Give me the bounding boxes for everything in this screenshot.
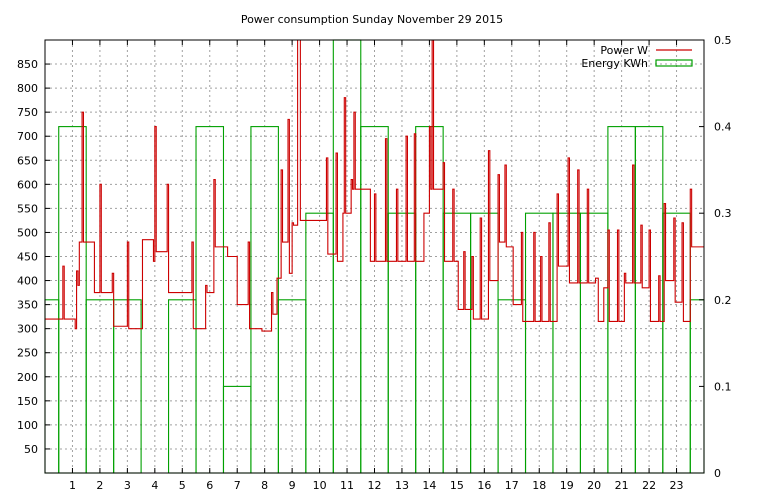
y2-tick-label: 0.3 [714,207,732,220]
y-tick-label: 400 [17,275,38,288]
energy-bar [387,212,417,474]
y-tick-label: 450 [17,251,38,264]
y-tick-label: 550 [17,202,38,215]
y-axis-left: 50 100 150 200 250 300 350 400 450 500 550 600 650 70… [17,58,50,456]
y2-tick-label: 0.1 [714,380,732,393]
y2-tick-label: 0 [714,467,721,480]
y-tick-label: 750 [17,106,38,119]
x-tick-label: 7 [234,479,241,492]
x-tick-label: 9 [289,479,296,492]
x-tick-label: 13 [395,479,409,492]
x-tick-label: 1 [69,479,76,492]
y-tick-label: 300 [17,323,38,336]
y2-tick-label: 0.4 [714,121,732,134]
x-tick-label: 23 [670,479,684,492]
x-tick-label: 20 [587,479,601,492]
y-tick-label: 800 [17,82,38,95]
x-tick-label: 19 [560,479,574,492]
x-tick-label: 3 [124,479,131,492]
y-tick-label: 150 [17,395,38,408]
legend-label-power: Power W [600,44,648,57]
x-tick-label: 14 [422,479,436,492]
y-tick-label: 350 [17,299,38,312]
x-tick-label: 5 [179,479,186,492]
y-tick-label: 50 [24,443,38,456]
x-tick-label: 8 [261,479,268,492]
chart-title: Power consumption Sunday November 29 201… [241,13,503,26]
y-tick-label: 100 [17,419,38,432]
y-axis-right: 0 0.1 0.2 0.3 0.4 0.5 [699,34,732,480]
y-tick-label: 650 [17,154,38,167]
energy-bar [662,212,691,474]
legend-label-energy: Energy KWh [581,57,648,70]
x-tick-label: 18 [532,479,546,492]
x-tick-label: 12 [368,479,382,492]
y2-tick-label: 0.2 [714,294,732,307]
energy-bar [44,299,60,474]
x-axis: 1 2 3 4 5 6 7 8 9 10 11 12 13 14 15 16 17 18 19 20 21 22 23 [69,40,684,492]
x-tick-label: 16 [477,479,491,492]
y-tick-label: 250 [17,347,38,360]
x-tick-label: 10 [313,479,327,492]
energy-bar [442,212,472,474]
power-line [45,40,704,332]
energy-bar [305,212,334,474]
x-tick-label: 6 [206,479,213,492]
y-tick-label: 600 [17,178,38,191]
legend: Power W Energy KWh [581,44,693,70]
energy-bar [579,212,609,474]
legend-swatch-energy [655,59,693,67]
y-tick-label: 500 [17,226,38,239]
x-tick-label: 17 [505,479,519,492]
y2-tick-label: 0.5 [714,34,732,47]
x-tick-label: 11 [340,479,354,492]
x-tick-label: 22 [642,479,656,492]
energy-bar [470,212,499,474]
x-tick-label: 2 [96,479,103,492]
y-tick-label: 850 [17,58,38,71]
y-tick-label: 700 [17,130,38,143]
x-tick-label: 15 [450,479,464,492]
y-tick-label: 200 [17,371,38,384]
power-series [45,40,704,332]
x-tick-label: 4 [151,479,158,492]
x-tick-label: 21 [615,479,629,492]
